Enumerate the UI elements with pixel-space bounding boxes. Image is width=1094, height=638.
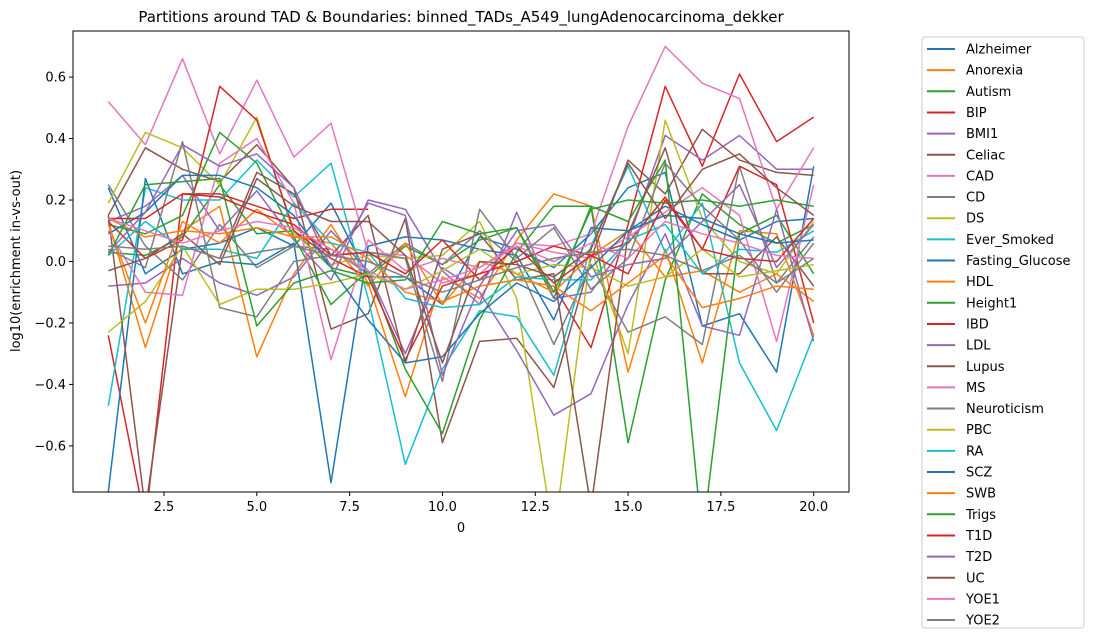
x-tick-label: 7.5	[339, 500, 360, 515]
series-line-yoe2	[108, 245, 815, 293]
y-tick-label: 0.6	[45, 71, 66, 86]
legend-label-yoe2: YOE2	[965, 614, 1000, 629]
x-axis-label: 0	[457, 521, 465, 536]
series-line-cd	[107, 165, 815, 346]
x-tick-label: 15.0	[614, 500, 643, 515]
legend: Alzheimer Anorexia Autism BIP BMI1 Celiac CAD C…	[921, 36, 1085, 629]
legend-label-autism: Autism	[966, 85, 1011, 100]
series-line-trigs	[107, 177, 814, 327]
legend-label-ms: MS	[966, 381, 985, 396]
series-line-celiac	[107, 128, 814, 444]
x-tick-label: 17.5	[706, 500, 735, 515]
legend-label-fasting-glucose: Fasting_Glucose	[966, 254, 1071, 269]
legend-label-bmi1: BMI1	[966, 127, 998, 142]
legend-label-yoe1: YOE1	[965, 592, 1000, 607]
y-tick-label: −0.6	[34, 439, 66, 454]
legend-label-hdl: HDL	[966, 275, 994, 290]
y-tick-label: 0.4	[45, 132, 66, 147]
x-tick-label: 2.5	[154, 500, 175, 515]
legend-label-celiac: Celiac	[966, 148, 1005, 163]
x-tick-label: 12.5	[521, 500, 550, 515]
series-line-alzheimer	[107, 166, 815, 373]
series-lines	[107, 45, 815, 492]
legend-label-alzheimer: Alzheimer	[966, 43, 1032, 58]
legend-label-trigs: Trigs	[965, 508, 996, 523]
legend-label-ldl: LDL	[966, 339, 991, 354]
legend-label-height1: Height1	[966, 296, 1017, 311]
x-tick-label: 10.0	[428, 500, 457, 515]
series-line-ldl	[108, 208, 815, 416]
legend-label-ever-smoked: Ever_Smoked	[966, 233, 1054, 248]
series-line-ds	[107, 116, 815, 492]
legend-label-pbc: PBC	[966, 423, 992, 438]
legend-label-neuroticism: Neuroticism	[966, 402, 1044, 417]
x-tick-label: 5.0	[246, 500, 267, 515]
y-axis: −0.6 −0.4 −0.2 0.0 0.2 0.4 0.6	[34, 71, 73, 454]
y-axis-label: log10(enrichment in-vs-out)	[9, 170, 24, 352]
legend-box	[921, 36, 1085, 629]
y-tick-label: 0.0	[45, 255, 66, 270]
legend-label-scz: SCZ	[966, 466, 992, 481]
legend-label-anorexia: Anorexia	[966, 64, 1023, 79]
x-tick-label: 20.0	[799, 500, 828, 515]
y-tick-label: 0.2	[45, 194, 66, 209]
legend-label-swb: SWB	[966, 487, 996, 502]
legend-label-ds: DS	[966, 212, 984, 227]
legend-label-cad: CAD	[966, 169, 994, 184]
series-line-swb	[107, 208, 814, 324]
legend-label-t1d: T1D	[965, 529, 992, 544]
series-line-bmi1	[108, 134, 814, 306]
legend-label-bip: BIP	[966, 106, 987, 121]
series-line-uc	[108, 153, 815, 364]
series-line-cad	[107, 45, 815, 284]
legend-label-uc: UC	[966, 571, 985, 586]
x-axis: 2.5 5.0 7.5 10.0 12.5 15.0 17.5 20.0	[154, 492, 828, 515]
series-line-t2d	[107, 143, 815, 376]
series-line-fasting-glucose	[107, 177, 814, 492]
y-tick-label: −0.2	[34, 316, 66, 331]
legend-label-cd: CD	[966, 191, 985, 206]
chart-title: Partitions around TAD & Boundaries: binn…	[138, 8, 784, 27]
legend-label-ibd: IBD	[966, 317, 989, 332]
series-line-height1	[108, 131, 815, 492]
series-line-ever-smoked	[107, 159, 815, 466]
series-line-yoe1	[108, 217, 814, 290]
legend-label-ra: RA	[966, 444, 984, 459]
y-tick-label: −0.4	[34, 378, 66, 393]
series-line-ms	[107, 137, 815, 361]
legend-label-lupus: Lupus	[966, 360, 1005, 375]
legend-label-t2d: T2D	[965, 550, 992, 565]
series-line-hdl	[107, 217, 815, 306]
plot-area	[73, 31, 849, 492]
series-line-neuroticism	[107, 140, 815, 383]
series-line-lupus	[107, 147, 815, 492]
series-line-scz	[107, 174, 814, 364]
series-line-t1d	[108, 193, 815, 284]
